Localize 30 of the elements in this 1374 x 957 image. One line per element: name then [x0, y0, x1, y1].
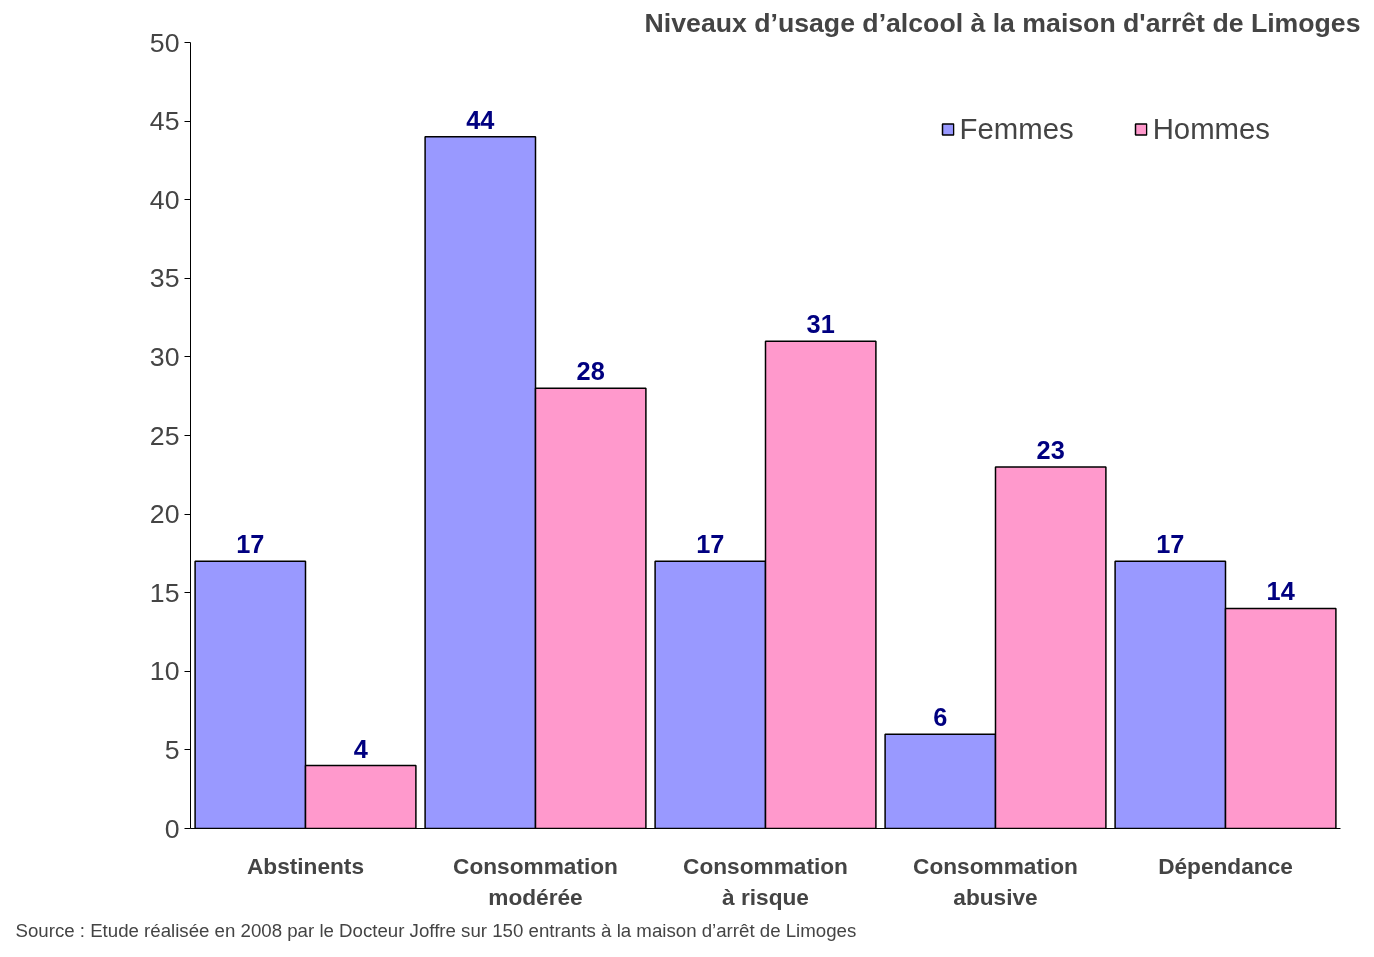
- x-tick-label: Abstinents: [246, 852, 365, 879]
- x-tick-label: Consommation abusive: [913, 852, 1078, 910]
- data-label: 6: [933, 703, 948, 732]
- data-label: 14: [1266, 577, 1295, 606]
- source-note: Source : Etude réalisée en 2008 par le Docteur Joffre sur 150 entrants à la maison d’arrêt de Limoges: [15, 919, 857, 941]
- data-label: 4: [353, 734, 368, 763]
- y-tick-label: 15: [149, 577, 180, 608]
- y-tick-label: 50: [149, 27, 180, 58]
- y-tick-label: 35: [149, 263, 180, 294]
- data-label: 17: [696, 530, 725, 559]
- chart-title: Niveaux d’usage d’alcool à la maison d'arrêt de Limoges: [644, 7, 1361, 38]
- y-tick-label: 40: [149, 184, 180, 215]
- data-label: 28: [576, 357, 605, 386]
- y-tick-label: 20: [149, 499, 180, 530]
- x-tick-label: Consommation à risque: [683, 852, 848, 910]
- legend-label: Hommes: [1152, 112, 1270, 146]
- y-tick-label: 0: [164, 813, 180, 844]
- data-label: 17: [236, 530, 265, 559]
- x-tick-label: Consommation modérée: [453, 852, 618, 910]
- y-tick-label: 45: [149, 106, 180, 137]
- y-tick-label: 30: [149, 341, 180, 372]
- x-tick-label: Dépendance: [1158, 852, 1293, 879]
- legend-label: Femmes: [959, 112, 1074, 146]
- y-tick-label: 25: [149, 420, 180, 451]
- data-label: 23: [1036, 435, 1065, 464]
- y-tick-label: 5: [164, 734, 180, 765]
- y-tick-label: 10: [149, 656, 180, 687]
- data-label: 44: [466, 105, 495, 134]
- data-label: 31: [806, 310, 835, 339]
- data-label: 17: [1156, 530, 1185, 559]
